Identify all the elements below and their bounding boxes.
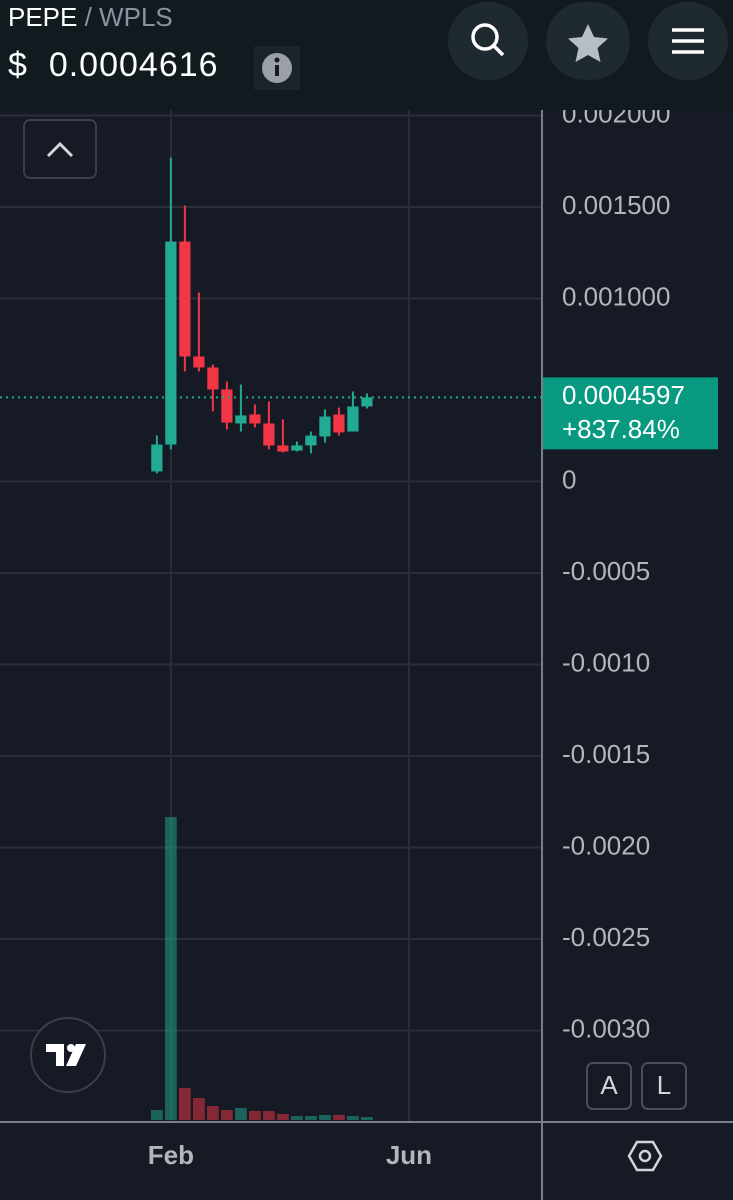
log-scale-label: L: [657, 1070, 671, 1100]
candle-body: [235, 415, 247, 424]
y-tick-label: -0.0025: [562, 922, 650, 952]
y-tick-label: 0.001500: [562, 190, 670, 220]
y-tick-label: 0: [562, 464, 576, 494]
collapse-icon: [46, 141, 74, 158]
volume-bar: [347, 1116, 359, 1120]
settings-icon: [638, 1149, 652, 1163]
symbol: PEPE: [8, 2, 78, 32]
y-tick-label: -0.0020: [562, 830, 650, 860]
volume-bar: [150, 1110, 163, 1120]
volume-bar: [319, 1115, 331, 1120]
candle-body: [249, 414, 261, 424]
volume-bar: [249, 1111, 261, 1120]
candle-body: [207, 367, 219, 390]
candle-body: [361, 397, 373, 407]
volume-bar: [291, 1116, 303, 1120]
log-scale-button[interactable]: [641, 1062, 687, 1110]
star-icon: [568, 24, 608, 62]
volume-bar: [361, 1117, 373, 1120]
y-tick-label: 0.001000: [562, 281, 670, 311]
last-price-box: [543, 377, 718, 450]
volume-bar: [178, 1088, 191, 1120]
settings-button[interactable]: [627, 1140, 663, 1172]
volume-bar: [235, 1108, 247, 1120]
price: 0.0004616: [48, 46, 219, 84]
menu-icon: [672, 28, 704, 54]
candle-body: [165, 241, 177, 445]
collapse-button[interactable]: [23, 119, 97, 179]
candle-body: [179, 241, 191, 357]
auto-scale-button[interactable]: [586, 1062, 632, 1110]
volume-bar: [305, 1116, 317, 1120]
volume-bar: [277, 1114, 289, 1120]
candle-body: [319, 416, 331, 437]
candle-body: [305, 435, 317, 446]
candle-body: [151, 444, 163, 472]
tradingview-logo[interactable]: [30, 1017, 106, 1093]
candle-body: [263, 423, 275, 446]
info-button[interactable]: [254, 46, 300, 90]
quote: / WPLS: [84, 2, 173, 32]
x-tick-label: Feb: [148, 1140, 194, 1170]
volume-bar: [206, 1106, 219, 1120]
menu-button[interactable]: [648, 2, 728, 80]
info-icon: [262, 53, 292, 83]
volume-bar: [221, 1110, 233, 1120]
volume-bar: [263, 1111, 275, 1120]
change-label: +837.84%: [562, 414, 680, 444]
header: PEPE / WPLS $ 0.0004616: [0, 0, 733, 110]
currency: $: [8, 46, 28, 84]
search-button[interactable]: [448, 2, 528, 80]
auto-scale-label: A: [600, 1070, 618, 1100]
volume-bar: [164, 817, 177, 1120]
candle-body: [193, 356, 205, 368]
candle-body: [333, 414, 345, 433]
y-tick-label: -0.0015: [562, 739, 650, 769]
candle-body: [221, 389, 233, 423]
volume-bar: [192, 1098, 205, 1120]
candle-body: [277, 445, 289, 452]
favorite-button[interactable]: [546, 2, 630, 80]
tradingview-mark: [46, 1044, 86, 1066]
candle-body: [347, 406, 359, 432]
y-tick-label: -0.0005: [562, 556, 650, 586]
y-tick-label: -0.0030: [562, 1013, 650, 1043]
price-row: $ 0.0004616: [8, 46, 219, 85]
search-icon: [471, 23, 505, 57]
last-price-label: 0.0004597: [562, 380, 685, 410]
tradingview-dot: [67, 1044, 75, 1052]
y-tick-label: -0.0010: [562, 647, 650, 677]
volume-bar: [333, 1115, 345, 1120]
x-tick-label: Jun: [386, 1140, 432, 1170]
pair: PEPE / WPLS: [8, 2, 173, 33]
candle-body: [291, 445, 303, 451]
